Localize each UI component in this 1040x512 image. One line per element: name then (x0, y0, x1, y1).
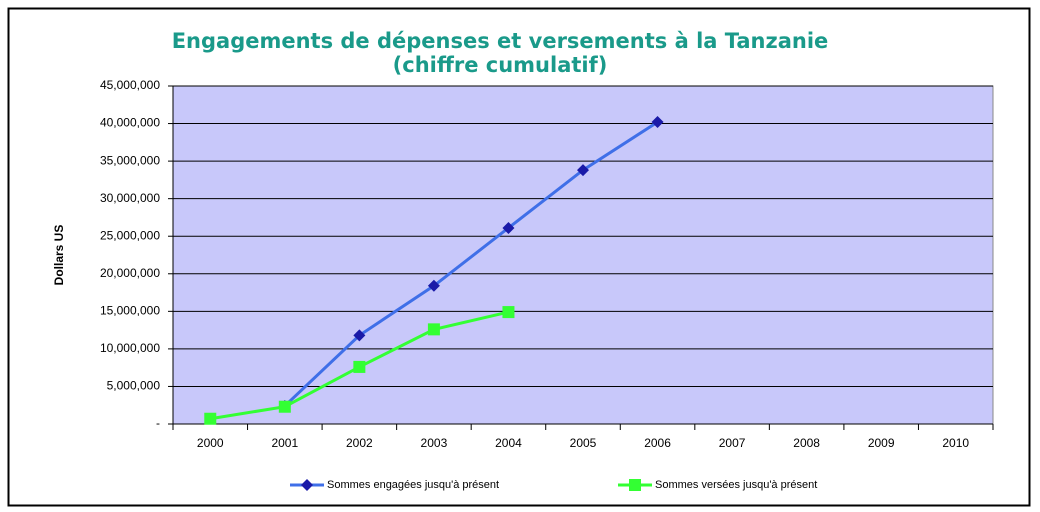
y-tick-label: 35,000,000 (100, 153, 160, 167)
x-tick-label: 2007 (719, 436, 746, 450)
series-line (283, 120, 659, 408)
marker (353, 329, 366, 342)
y-tick-label: 30,000,000 (100, 191, 160, 205)
marker (502, 306, 515, 319)
y-tick-label: 10,000,000 (100, 341, 160, 355)
marker (427, 323, 440, 336)
chart-subtitle: (chiffre cumulatif) (393, 53, 608, 77)
x-tick-label: 2000 (197, 436, 224, 450)
marker (502, 221, 515, 234)
y-tick-label: - (156, 416, 160, 430)
x-tick-label: 2010 (942, 436, 969, 450)
marker (278, 400, 291, 413)
marker (204, 412, 217, 425)
x-tick-label: 2006 (644, 436, 671, 450)
y-tick-label: 45,000,000 (100, 78, 160, 92)
x-tick-label: 2008 (793, 436, 820, 450)
marker (577, 164, 589, 177)
y-tick-label: 25,000,000 (100, 228, 160, 242)
x-tick-label: 2004 (495, 436, 522, 450)
legend-label: Sommes engagées jusqu'à présent (327, 479, 499, 491)
y-axis-label: Dollars US (52, 225, 66, 286)
legend-marker (301, 479, 313, 491)
plot-area (172, 85, 994, 425)
chart-title: Engagements de dépenses et versements à … (172, 29, 829, 53)
legend-marker (629, 479, 641, 491)
y-tick-label: 40,000,000 (100, 116, 160, 130)
x-tick-label: 2005 (570, 436, 597, 450)
marker (651, 116, 664, 129)
x-tick-label: 2003 (421, 436, 448, 450)
x-tick-label: 2001 (271, 436, 298, 450)
y-tick-label: 20,000,000 (100, 266, 160, 280)
y-tick-label: 5,000,000 (107, 379, 161, 393)
marker (353, 360, 366, 373)
y-tick-label: 15,000,000 (100, 304, 160, 318)
x-tick-label: 2009 (868, 436, 895, 450)
marker (427, 279, 440, 292)
legend-label: Sommes versées jusqu'à présent (655, 479, 817, 491)
x-tick-label: 2002 (346, 436, 373, 450)
